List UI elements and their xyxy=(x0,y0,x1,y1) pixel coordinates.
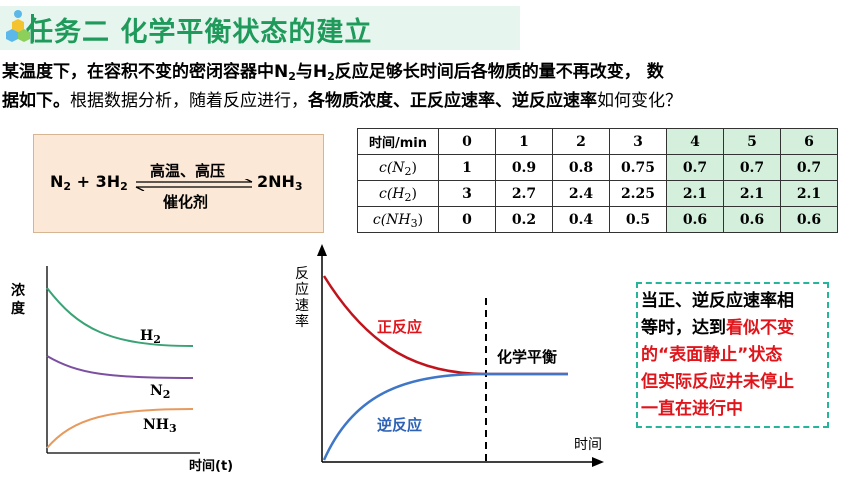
table-cell: 1 xyxy=(438,154,496,181)
table-cell: 0.6 xyxy=(723,206,781,233)
intro-text-5: 根据数据分析，随着反应进行， xyxy=(70,91,308,111)
curve-h2 xyxy=(46,287,194,347)
equilibrium-label: 化学平衡 xyxy=(497,348,558,366)
reaction-equation-box xyxy=(33,134,324,233)
table-header-row: 时间/min 0 1 2 3 4 5 6 xyxy=(357,128,838,155)
table-cell: 1 xyxy=(495,128,553,155)
table-cell: 2.1 xyxy=(723,180,781,207)
note-box xyxy=(636,282,829,428)
rate-x-label: 时间 xyxy=(574,437,602,453)
note-line-1: 当正、逆反应速率相 xyxy=(641,291,794,311)
reverse-rate-curve xyxy=(322,372,568,461)
intro-text-7: 如何变化？ xyxy=(597,91,682,111)
reversible-arrow-icon xyxy=(135,179,253,191)
table-cell: 0.6 xyxy=(666,206,724,233)
table-cell: 2.4 xyxy=(552,180,610,207)
page-title: 任务二 化学平衡状态的建立 xyxy=(26,10,372,49)
table-cell: 0.7 xyxy=(723,154,781,181)
table-cell: 0.4 xyxy=(552,206,610,233)
conc-label-n2: N2 xyxy=(150,383,171,401)
table-cell: 0.6 xyxy=(780,206,838,233)
table-cell: 0.75 xyxy=(609,154,667,181)
note-line-5: 一直在进行中 xyxy=(641,399,743,419)
note-line-3: 的“表面静止”状态 xyxy=(641,345,783,365)
table-cell: 3 xyxy=(438,180,496,207)
table-row: c(NH3) 0 0.2 0.4 0.5 0.6 0.6 0.6 xyxy=(357,206,838,233)
y-axis-arrow-icon xyxy=(317,244,327,256)
row-label: c(NH3) xyxy=(357,206,439,233)
table-cell: 0.2 xyxy=(495,206,553,233)
title-band xyxy=(0,6,520,50)
reaction-reactants: N2 + 3H2 xyxy=(50,172,128,193)
intro-sub-n2: 2 xyxy=(288,70,296,83)
conc-label-nh3: NH3 xyxy=(143,417,177,435)
intro-text-4: 据如下。 xyxy=(2,91,70,111)
concentration-graph xyxy=(46,266,200,454)
curve-nh3 xyxy=(46,408,194,449)
rate-graph xyxy=(317,244,604,467)
reverse-rate-label: 逆反应 xyxy=(377,416,423,434)
table-cell: 5 xyxy=(723,128,781,155)
conc-y-label: 浓度 xyxy=(11,283,25,317)
intro-text-2: 与H xyxy=(295,62,328,82)
row-label: c(N2) xyxy=(357,154,439,181)
table-cell: 0 xyxy=(438,206,496,233)
table-cell: 2.1 xyxy=(780,180,838,207)
reaction-condition-top: 高温、高压 xyxy=(150,162,226,180)
table-cell: 0.7 xyxy=(780,154,838,181)
intro-sub-h2: 2 xyxy=(327,70,335,83)
conc-label-h2: H2 xyxy=(140,328,161,346)
forward-rate-label: 正反应 xyxy=(377,318,423,336)
table-cell: 2.1 xyxy=(666,180,724,207)
intro-text-6: 各物质浓度、正反应速率、逆反应速率 xyxy=(308,91,597,111)
title-label: 任务二 化学平衡状态的建立 xyxy=(26,17,373,48)
note-line-4: 但实际反应并未停止 xyxy=(641,372,794,392)
table-row: c(H2) 3 2.7 2.4 2.25 2.1 2.1 2.1 xyxy=(357,180,838,207)
table-row: c(N2) 1 0.9 0.8 0.75 0.7 0.7 0.7 xyxy=(357,154,838,181)
curve-n2 xyxy=(46,355,194,379)
rate-y-label: 反应速率 xyxy=(295,266,309,330)
table-cell: 4 xyxy=(666,128,724,155)
note-line-2: 等时，达到看似不变 xyxy=(641,318,794,338)
table-cell: 6 xyxy=(780,128,838,155)
row-label: c(H2) xyxy=(357,180,439,207)
table-cell: 0.7 xyxy=(666,154,724,181)
intro-text-1: 某温度下，在容积不变的密闭容器中N xyxy=(2,62,289,82)
table-cell: 0.5 xyxy=(609,206,667,233)
molecule-logo-icon xyxy=(6,10,34,42)
table-cell: 0.9 xyxy=(495,154,553,181)
intro-text-3: 反应足够长时间后各物质的量不再改变， 数 xyxy=(334,62,664,82)
table-cell: 2 xyxy=(552,128,610,155)
note-text: 当正、逆反应速率相 等时，达到看似不变 的“表面静止”状态 但实际反应并未停止 … xyxy=(641,288,827,423)
x-axis-arrow-icon xyxy=(592,457,604,467)
data-table: 时间/min 0 1 2 3 4 5 6 c(N2) 1 0.9 0.8 0.7… xyxy=(357,128,838,233)
intro-paragraph: 某温度下，在容积不变的密闭容器中N2与H2反应足够长时间后各物质的量不再改变， … xyxy=(2,58,858,116)
table-header-label: 时间/min xyxy=(357,128,439,155)
table-cell: 0 xyxy=(438,128,496,155)
table-cell: 0.8 xyxy=(552,154,610,181)
reaction-product: 2NH3 xyxy=(257,172,303,193)
reaction-condition-bottom: 催化剂 xyxy=(163,193,209,211)
table-cell: 3 xyxy=(609,128,667,155)
table-cell: 2.25 xyxy=(609,180,667,207)
table-cell: 2.7 xyxy=(495,180,553,207)
conc-x-label: 时间(t) xyxy=(189,459,234,474)
